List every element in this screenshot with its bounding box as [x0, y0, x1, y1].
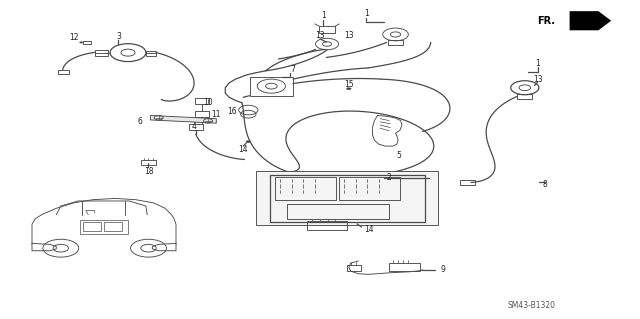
Text: 15: 15: [344, 80, 354, 89]
Bar: [307, 221, 347, 230]
Bar: [195, 111, 209, 117]
Bar: [339, 177, 400, 200]
Bar: [146, 51, 156, 56]
Bar: [141, 160, 156, 165]
Text: 16: 16: [227, 107, 237, 115]
Polygon shape: [570, 11, 611, 30]
Bar: [83, 41, 91, 44]
Bar: [80, 220, 128, 234]
Bar: [389, 263, 420, 271]
Bar: [388, 40, 403, 45]
Bar: [195, 98, 209, 104]
Bar: [95, 50, 108, 56]
Circle shape: [79, 41, 83, 43]
Bar: [460, 180, 475, 185]
Text: 1: 1: [321, 11, 326, 20]
Text: 4: 4: [191, 122, 196, 130]
Bar: [319, 26, 335, 33]
Bar: [270, 175, 425, 222]
Text: 11: 11: [211, 110, 221, 119]
Text: 3: 3: [116, 32, 121, 41]
Text: 13: 13: [315, 31, 325, 40]
Text: SM43-B1320: SM43-B1320: [507, 301, 555, 310]
Circle shape: [346, 87, 351, 90]
Text: 13: 13: [344, 31, 354, 40]
Text: 18: 18: [144, 167, 153, 176]
Text: 5: 5: [396, 151, 401, 160]
Bar: [83, 222, 101, 231]
Text: 1: 1: [535, 59, 540, 68]
Bar: [104, 222, 122, 231]
Bar: [58, 70, 69, 74]
Text: 14: 14: [238, 145, 248, 154]
Bar: [250, 77, 293, 96]
Circle shape: [246, 140, 251, 143]
Text: 9: 9: [440, 265, 445, 274]
Text: 8: 8: [543, 180, 548, 189]
Text: 10: 10: [204, 98, 213, 107]
Bar: [517, 94, 532, 99]
Bar: [275, 177, 336, 200]
Text: 1: 1: [364, 9, 369, 18]
Polygon shape: [150, 115, 216, 123]
Text: 2: 2: [387, 173, 392, 182]
Text: 6: 6: [137, 117, 142, 126]
Text: FR.: FR.: [538, 16, 556, 26]
Bar: [189, 124, 203, 130]
Bar: [287, 204, 389, 219]
Bar: [256, 171, 438, 225]
Bar: [347, 265, 361, 271]
Text: 7: 7: [290, 65, 295, 74]
Text: 14: 14: [364, 225, 374, 234]
Text: 13: 13: [532, 75, 543, 84]
Text: 12: 12: [69, 33, 78, 42]
